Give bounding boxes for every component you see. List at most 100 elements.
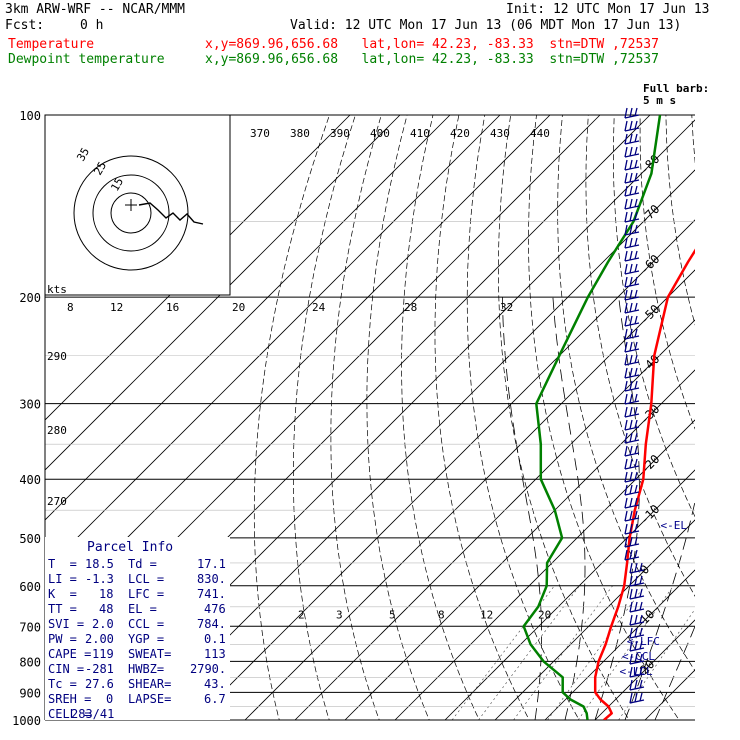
wind-barb-flag xyxy=(629,354,633,365)
wind-barb-flag xyxy=(634,692,638,703)
wind-barb-flag xyxy=(629,263,633,274)
wind-barb-shaft xyxy=(624,283,640,288)
wind-barb-shaft xyxy=(624,244,640,249)
wind-barb-flag xyxy=(634,510,638,520)
wind-barb-flag xyxy=(629,380,633,391)
dry-adiabat-line xyxy=(557,115,695,672)
wind-barb-flag xyxy=(634,237,638,247)
wind-barb xyxy=(624,458,640,470)
wind-barb-flag xyxy=(629,393,633,404)
wind-barb-flag xyxy=(634,133,638,143)
wind-barb-flag xyxy=(634,328,638,338)
wind-barb-shaft xyxy=(629,621,645,626)
wind-barb-flag xyxy=(639,575,643,585)
theta-label: 380 xyxy=(290,127,310,140)
wind-barb-shaft xyxy=(624,426,640,431)
parcel-info-cell: SVI = xyxy=(48,617,85,631)
wind-barb-shaft xyxy=(624,309,640,314)
wind-barb-shaft xyxy=(624,270,640,275)
wind-barb-flag xyxy=(629,588,633,600)
isotherm-line xyxy=(694,719,695,720)
wind-barb-flag xyxy=(629,510,633,521)
wind-barb xyxy=(629,653,645,665)
parcel-info-cell: 283/41 xyxy=(71,707,115,721)
wind-barb-flag xyxy=(624,536,628,548)
wind-barb-shaft xyxy=(624,166,640,171)
wind-barb xyxy=(629,692,645,704)
temperature-profile-line xyxy=(593,248,695,720)
mixing-ratio-upper-label: 8 xyxy=(67,301,74,314)
mixing-ratio-lower-label: 8 xyxy=(438,609,445,622)
wind-barb-flag xyxy=(629,614,633,626)
wind-barb xyxy=(624,315,640,327)
wind-barb-shaft xyxy=(624,335,640,340)
wind-barb-flag xyxy=(624,146,628,158)
wind-barb-flag xyxy=(629,484,633,495)
wind-barb-shaft xyxy=(624,452,640,457)
skewed-temp-label: -10 xyxy=(637,502,662,527)
dry-adiabat-line xyxy=(330,115,382,720)
wind-barb-flag xyxy=(624,107,628,119)
wind-barb-flag xyxy=(624,471,628,483)
theta-label: 410 xyxy=(410,127,430,140)
theta-label: 440 xyxy=(530,127,550,140)
parcel-info-cell: LI = xyxy=(48,572,77,586)
wind-barb xyxy=(624,224,640,236)
forecast-label: Fcst: xyxy=(5,18,45,33)
wind-barb-flag xyxy=(624,354,628,366)
wind-barb-flag xyxy=(629,276,633,287)
parcel-info-title: Parcel Info xyxy=(87,540,174,555)
wind-barb-shaft xyxy=(624,478,640,483)
wind-barb xyxy=(624,211,640,223)
parcel-info-cell: 119 xyxy=(92,647,114,661)
wind-barb-flag xyxy=(634,679,638,690)
parcel-info-cell: 741. xyxy=(197,587,226,601)
wind-barb xyxy=(629,640,645,652)
parcel-info-cell: PW = xyxy=(48,632,77,646)
mixing-ratio-lower-label: 20 xyxy=(538,609,551,622)
hodograph-ring xyxy=(92,174,170,252)
isotherm-line xyxy=(444,469,695,720)
wind-barb-flag xyxy=(629,601,633,613)
parcel-info-cell: 476 xyxy=(204,602,226,616)
wind-barb-flag xyxy=(639,627,643,637)
wind-barb-flag xyxy=(629,146,633,157)
wind-barb-flag xyxy=(629,471,633,482)
wind-barb xyxy=(624,133,640,145)
wind-barb-flag xyxy=(639,666,643,676)
wind-barb xyxy=(624,354,640,366)
wind-barb-flag xyxy=(634,523,638,533)
wind-barb-flag xyxy=(629,185,633,196)
parcel-info-cell: 830. xyxy=(197,572,226,586)
wind-barb-shaft xyxy=(624,179,640,184)
wind-barb-flag xyxy=(629,692,633,704)
wind-barb-flag xyxy=(634,406,638,416)
theta-label: 420 xyxy=(450,127,470,140)
dewpoint-legend-label: Dewpoint temperature xyxy=(8,52,165,67)
wind-barb-flag xyxy=(634,614,638,625)
wind-barb-flag xyxy=(624,224,628,236)
mixing-ratio-lower-label: 5 xyxy=(389,609,396,622)
wind-barb xyxy=(624,328,640,340)
wind-barb-flag xyxy=(634,211,638,221)
moist-adiabat-line xyxy=(654,625,695,720)
forecast-hour: 0 h xyxy=(80,18,104,33)
wind-barb-flag xyxy=(634,588,638,599)
wind-barb-flag xyxy=(629,445,633,456)
wind-barb-flag xyxy=(624,393,628,405)
isotherm-line xyxy=(45,115,351,421)
wind-barb-flag xyxy=(624,159,628,171)
wind-barb xyxy=(624,432,640,444)
parcel-info-cell: LAPSE= xyxy=(128,692,172,706)
wind-barb xyxy=(624,341,640,353)
parcel-info-cell: LCL = xyxy=(128,572,165,586)
temperature-legend-label: Temperature xyxy=(8,37,95,52)
wind-barb-flag xyxy=(624,510,628,522)
wind-barb xyxy=(624,471,640,483)
pressure-tick-label: 200 xyxy=(19,291,41,305)
parcel-info-cell: Tc = xyxy=(48,677,77,691)
wind-barb-flag xyxy=(624,120,628,132)
dry-adiabat-line xyxy=(528,115,680,720)
wind-barb-flag xyxy=(629,497,633,508)
wind-barb-flag xyxy=(624,341,628,353)
